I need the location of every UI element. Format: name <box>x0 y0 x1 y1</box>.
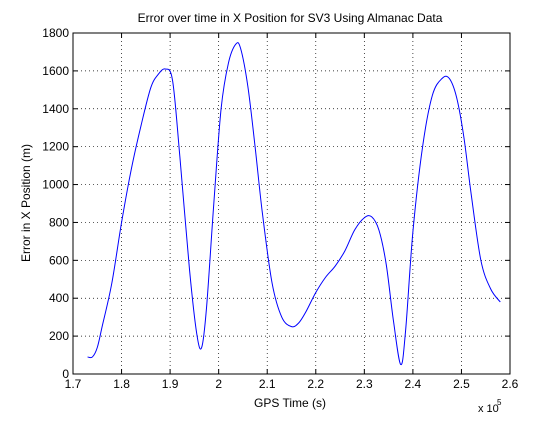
y-tick-label: 1600 <box>42 64 69 78</box>
x-tick-label: 2.3 <box>356 377 373 391</box>
y-tick-label: 600 <box>49 253 69 267</box>
y-tick-label: 1000 <box>42 178 69 192</box>
x-tick-label: 2.1 <box>259 377 276 391</box>
x-tick-label: 2 <box>215 377 222 391</box>
x-tick-label: 2.4 <box>405 377 422 391</box>
y-tick-label: 1400 <box>42 102 69 116</box>
y-tick-label: 0 <box>62 367 69 381</box>
x-tick-label: 2.2 <box>307 377 324 391</box>
x-tick-label: 2.6 <box>502 377 519 391</box>
x-tick-label: 1.9 <box>162 377 179 391</box>
x-axis-multiplier-exponent: 5 <box>497 398 502 407</box>
y-tick-label: 1800 <box>42 26 69 40</box>
y-tick-label: 200 <box>49 329 69 343</box>
chart-title: Error over time in X Position for SV3 Us… <box>138 11 443 25</box>
y-tick-label: 800 <box>49 215 69 229</box>
x-tick-label: 1.8 <box>113 377 130 391</box>
x-axis-multiplier: x 10 <box>478 403 499 415</box>
y-tick-label: 400 <box>49 291 69 305</box>
x-axis-label: GPS Time (s) <box>254 396 326 410</box>
x-tick-label: 2.5 <box>453 377 470 391</box>
y-tick-label: 1200 <box>42 140 69 154</box>
y-axis-label: Error in X Position (m) <box>19 144 33 262</box>
